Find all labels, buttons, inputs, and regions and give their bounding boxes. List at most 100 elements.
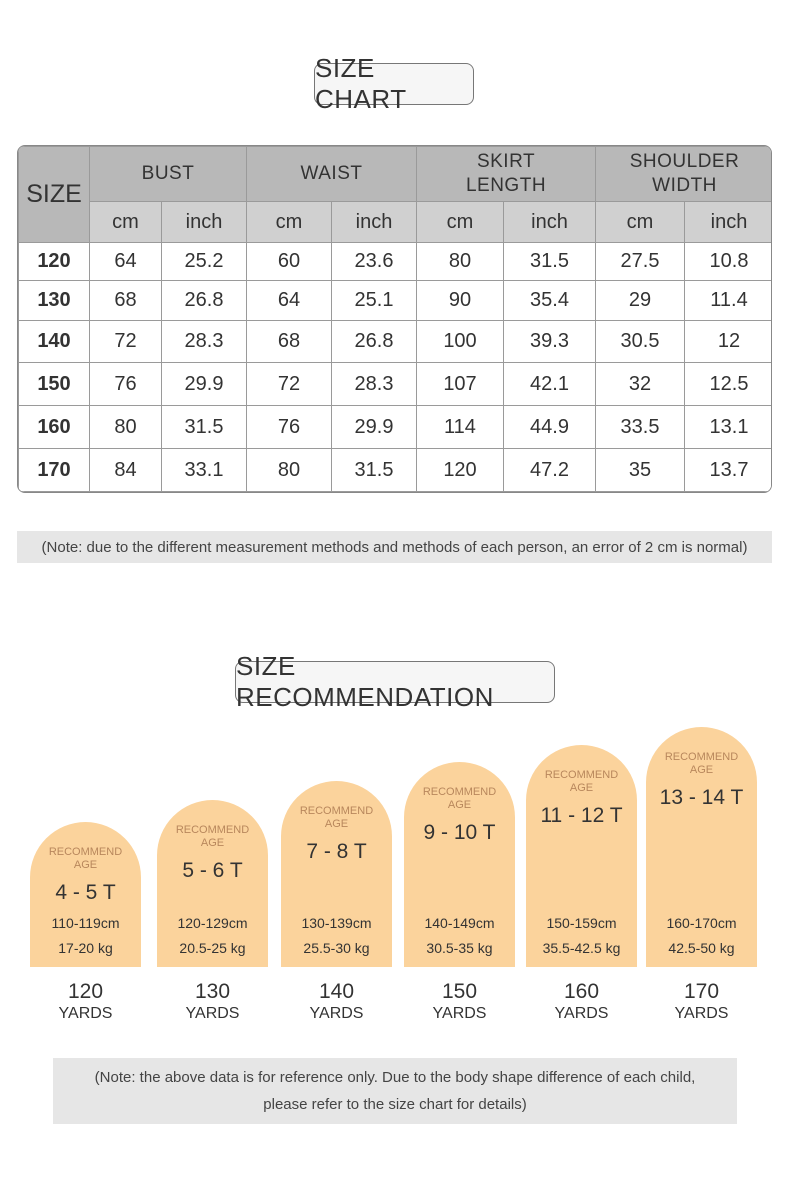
- unit-header: inch: [684, 201, 771, 243]
- size-number: 170: [683, 980, 720, 1003]
- measurement-cell: 80: [246, 448, 332, 492]
- measurement-cell: 28.3: [161, 320, 247, 363]
- measurement-cell: 28.3: [331, 362, 417, 406]
- measurement-cell: 84: [89, 448, 162, 492]
- size-unit: YARDS: [309, 1005, 364, 1022]
- measurement-cell: 27.5: [595, 242, 686, 281]
- measurement-cell: 11.4: [684, 280, 771, 321]
- measurement-cell: 107: [416, 362, 504, 406]
- measurement-cell: 68: [246, 320, 332, 363]
- reference-note-line: please refer to the size chart for detai…: [263, 1096, 527, 1113]
- measurement-cell: 33.1: [161, 448, 247, 492]
- measurement-cell: 13.1: [684, 405, 771, 449]
- age-range: 7 - 8 T: [306, 840, 367, 863]
- size-chart-title: SIZE CHART: [314, 53, 474, 114]
- measurement-cell: 114: [416, 405, 504, 449]
- size-cell: 160: [18, 405, 90, 449]
- measurement-cell: 33.5: [595, 405, 686, 449]
- recommendation-card: RECOMMEND AGE 4 - 5 T 110-119cm 17-20 kg: [30, 822, 141, 967]
- measurement-cell: 29.9: [331, 405, 417, 449]
- recommendation-card: RECOMMEND AGE 7 - 8 T 130-139cm 25.5-30 kg: [281, 781, 392, 967]
- size-yards-label: 160 YARDS: [526, 980, 637, 1024]
- measurement-cell: 12.5: [684, 362, 771, 406]
- skirt-length-header: SKIRT LENGTH: [415, 146, 597, 202]
- recommend-age-label: RECOMMEND AGE: [544, 769, 619, 794]
- size-recommendation-title: SIZE RECOMMENDATION: [235, 651, 555, 712]
- measurement-note: (Note: due to the different measurement …: [17, 531, 772, 563]
- measurement-cell: 68: [89, 280, 162, 321]
- measurement-cell: 29.9: [161, 362, 247, 406]
- weight-range: 35.5-42.5 kg: [542, 940, 621, 956]
- table-row: 140 72 28.3 68 26.8 100 39.3 30.5 12: [18, 320, 771, 363]
- weight-range: 30.5-35 kg: [426, 940, 493, 956]
- measurement-cell: 76: [246, 405, 332, 449]
- height-range: 140-149cm: [424, 915, 495, 931]
- size-column-header: SIZE: [18, 146, 90, 243]
- table-row: 160 80 31.5 76 29.9 114 44.9 33.5 13.1: [18, 405, 771, 449]
- recommend-age-label: RECOMMEND AGE: [48, 846, 123, 871]
- size-cell: 170: [18, 448, 90, 492]
- reference-note-line: (Note: the above data is for reference o…: [94, 1069, 696, 1086]
- size-cell: 150: [18, 362, 90, 406]
- measurement-cell: 72: [89, 320, 162, 363]
- size-unit: YARDS: [58, 1005, 113, 1022]
- weight-range: 17-20 kg: [58, 940, 113, 956]
- recommend-age-label: RECOMMEND AGE: [299, 805, 374, 830]
- table-row: 120 64 25.2 60 23.6 80 31.5 27.5 10.8: [18, 242, 771, 281]
- age-range: 9 - 10 T: [423, 821, 496, 844]
- shoulder-width-header: SHOULDER WIDTH: [595, 146, 771, 202]
- size-chart-table: SIZE BUST WAIST SKIRT LENGTH SHOULDER WIDT…: [17, 145, 772, 493]
- weight-range: 20.5-25 kg: [179, 940, 246, 956]
- size-unit: YARDS: [674, 1005, 729, 1022]
- size-number: 120: [67, 980, 104, 1003]
- recommend-age-label: RECOMMEND AGE: [664, 751, 739, 776]
- measurement-cell: 25.2: [161, 242, 247, 281]
- unit-header: cm: [89, 201, 162, 243]
- unit-header: cm: [246, 201, 332, 243]
- measurement-cell: 47.2: [502, 448, 597, 492]
- weight-range: 25.5-30 kg: [303, 940, 370, 956]
- size-number: 140: [318, 980, 355, 1003]
- measurement-cell: 10.8: [684, 242, 771, 281]
- unit-header: cm: [416, 201, 504, 243]
- height-range: 160-170cm: [666, 915, 737, 931]
- table-row: 170 84 33.1 80 31.5 120 47.2 35 13.7: [18, 448, 771, 492]
- measurement-cell: 35.4: [502, 280, 597, 321]
- measurement-cell: 25.1: [331, 280, 417, 321]
- measurement-cell: 76: [89, 362, 162, 406]
- height-range: 130-139cm: [301, 915, 372, 931]
- recommend-age-label: RECOMMEND AGE: [175, 824, 250, 849]
- reference-note: (Note: the above data is for reference o…: [53, 1058, 737, 1124]
- recommend-age-label: RECOMMEND AGE: [422, 786, 497, 811]
- height-range: 150-159cm: [546, 915, 617, 931]
- unit-header: cm: [595, 201, 686, 243]
- height-range: 120-129cm: [177, 915, 248, 931]
- unit-header: inch: [331, 201, 417, 243]
- waist-header: WAIST: [246, 146, 417, 202]
- size-yards-label: 130 YARDS: [157, 980, 268, 1024]
- recommendation-card: RECOMMEND AGE 9 - 10 T 140-149cm 30.5-35 kg: [404, 762, 515, 967]
- measurement-cell: 80: [416, 242, 504, 281]
- age-range: 5 - 6 T: [182, 859, 243, 882]
- size-yards-label: 140 YARDS: [281, 980, 392, 1024]
- table-row: 130 68 26.8 64 25.1 90 35.4 29 11.4: [18, 280, 771, 321]
- recommendation-card: RECOMMEND AGE 5 - 6 T 120-129cm 20.5-25 kg: [157, 800, 268, 967]
- measurement-cell: 31.5: [502, 242, 597, 281]
- measurement-cell: 64: [89, 242, 162, 281]
- measurement-cell: 26.8: [331, 320, 417, 363]
- measurement-cell: 80: [89, 405, 162, 449]
- size-number: 160: [563, 980, 600, 1003]
- measurement-cell: 23.6: [331, 242, 417, 281]
- unit-header: inch: [502, 201, 597, 243]
- weight-range: 42.5-50 kg: [668, 940, 735, 956]
- measurement-cell: 120: [416, 448, 504, 492]
- measurement-cell: 35: [595, 448, 686, 492]
- measurement-cell: 44.9: [502, 405, 597, 449]
- size-yards-label: 120 YARDS: [30, 980, 141, 1024]
- size-cell: 120: [18, 242, 90, 281]
- age-range: 4 - 5 T: [55, 881, 116, 904]
- size-yards-label: 170 YARDS: [646, 980, 757, 1024]
- measurement-cell: 72: [246, 362, 332, 406]
- height-range: 110-119cm: [51, 915, 120, 931]
- measurement-cell: 12: [684, 320, 771, 363]
